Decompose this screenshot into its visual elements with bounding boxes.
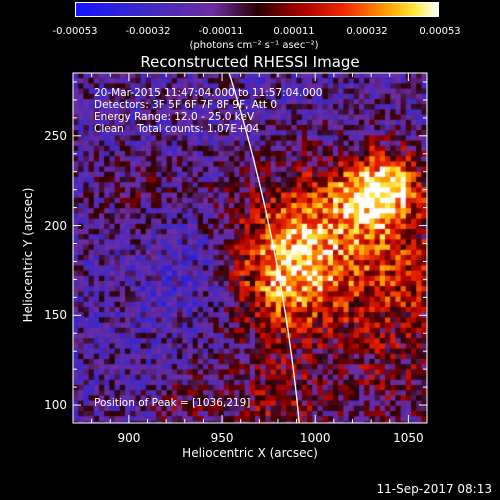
- y-tick-label: 100: [44, 398, 67, 413]
- annotation-detectors: Detectors: 3F 5F 6F 7F 8F 9F, Att 0: [94, 99, 278, 111]
- y-tick-label: 250: [44, 128, 67, 143]
- heatmap-image: [73, 73, 427, 423]
- x-tick-label: 950: [210, 431, 234, 445]
- colorbar-tick-label: -0.00053: [52, 26, 98, 37]
- colorbar-tick-label: 0.00053: [419, 26, 461, 37]
- colorbar: [75, 2, 439, 17]
- colorbar-tick-label: -0.00032: [125, 26, 171, 37]
- chart-title: Reconstructed RHESSI Image: [140, 53, 360, 71]
- colorbar-unit: (photons cm⁻² s⁻¹ asec⁻²): [189, 40, 319, 51]
- annotation-time-range: 20-Mar-2015 11:47:04.000 to 11:57:04.000: [94, 87, 323, 99]
- x-tick-label: 1000: [299, 431, 331, 445]
- y-tick-label: 150: [44, 308, 67, 323]
- x-axis-label: Heliocentric X (arcsec): [182, 446, 318, 460]
- plot-timestamp: 11-Sep-2017 08:13: [376, 482, 492, 496]
- solar-limb-line: [228, 72, 300, 424]
- colorbar-tick-label: 0.00032: [346, 26, 388, 37]
- annotation-peak-position: Position of Peak = [1036,219]: [94, 397, 251, 409]
- colorbar-tick-label: -0.00011: [198, 26, 244, 37]
- x-tick-label: 1050: [393, 431, 424, 445]
- annotation-counts: Clean Total counts: 1.07E+04: [94, 123, 260, 135]
- x-tick-label: 900: [117, 431, 141, 445]
- y-axis-label: Heliocentric Y (arcsec): [21, 187, 35, 323]
- annotation-energy-range: Energy Range: 12.0 - 25.0 keV: [94, 111, 255, 123]
- axis-ticks: [73, 73, 428, 424]
- y-tick-label: 200: [44, 218, 67, 233]
- colorbar-tick-label: 0.00011: [273, 26, 315, 37]
- plot-frame: [72, 72, 428, 424]
